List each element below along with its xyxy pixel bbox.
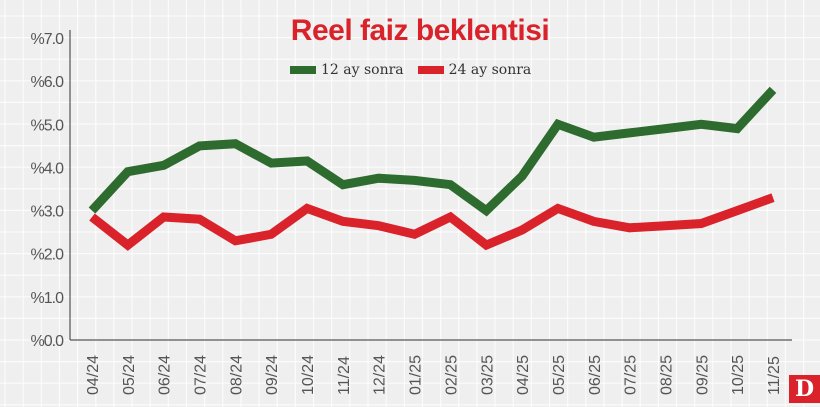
x-tick-label: 04/25	[515, 355, 532, 395]
legend-swatch-red	[417, 66, 444, 74]
x-tick-label: 09/25	[694, 355, 711, 395]
x-tick-label: 11/25	[766, 356, 783, 395]
x-tick-label: 08/24	[228, 355, 245, 395]
series-line-24-ay	[89, 193, 775, 251]
x-tick-label: 02/25	[443, 355, 460, 395]
x-tick-label: 05/24	[121, 355, 138, 395]
x-tick-label: 07/24	[193, 355, 210, 395]
x-tick-label: 12/24	[372, 355, 389, 395]
x-tick-label: 04/24	[85, 355, 102, 395]
x-tick-label: 05/25	[551, 355, 568, 395]
series-line-12-ay	[88, 86, 777, 217]
legend: 12 ay sonra 24 ay sonra	[290, 62, 545, 78]
y-tick-label: %2.0	[31, 247, 65, 264]
legend-item-24-ay: 24 ay sonra	[417, 62, 532, 78]
y-tick-label: %3.0	[31, 204, 65, 221]
x-tick-label: 10/24	[300, 355, 317, 395]
y-tick-label: %0.0	[31, 333, 65, 350]
x-tick-label: 06/24	[157, 355, 174, 395]
x-tick-label: 06/25	[587, 355, 604, 395]
x-tick-label: 09/24	[264, 355, 281, 395]
y-tick-label: %7.0	[31, 31, 65, 48]
y-tick-label: %4.0	[31, 160, 65, 177]
publisher-logo: D	[789, 375, 820, 403]
chart-title: Reel faiz beklentisi	[290, 14, 550, 47]
x-tick-label: 07/25	[623, 355, 640, 395]
x-tick-label: 03/25	[479, 355, 496, 395]
legend-label: 12 ay sonra	[321, 62, 404, 78]
legend-swatch-green	[290, 66, 316, 74]
y-tick-label: %5.0	[31, 117, 65, 134]
x-tick-label: 08/25	[658, 355, 675, 395]
x-tick-label: 01/25	[408, 355, 425, 395]
y-tick-label: %6.0	[31, 74, 65, 91]
legend-item-12-ay: 12 ay sonra	[290, 62, 404, 78]
legend-label: 24 ay sonra	[448, 62, 532, 78]
x-tick-label: 11/24	[336, 356, 353, 395]
y-tick-label: %1.0	[31, 290, 65, 307]
x-tick-label: 10/25	[730, 355, 747, 395]
